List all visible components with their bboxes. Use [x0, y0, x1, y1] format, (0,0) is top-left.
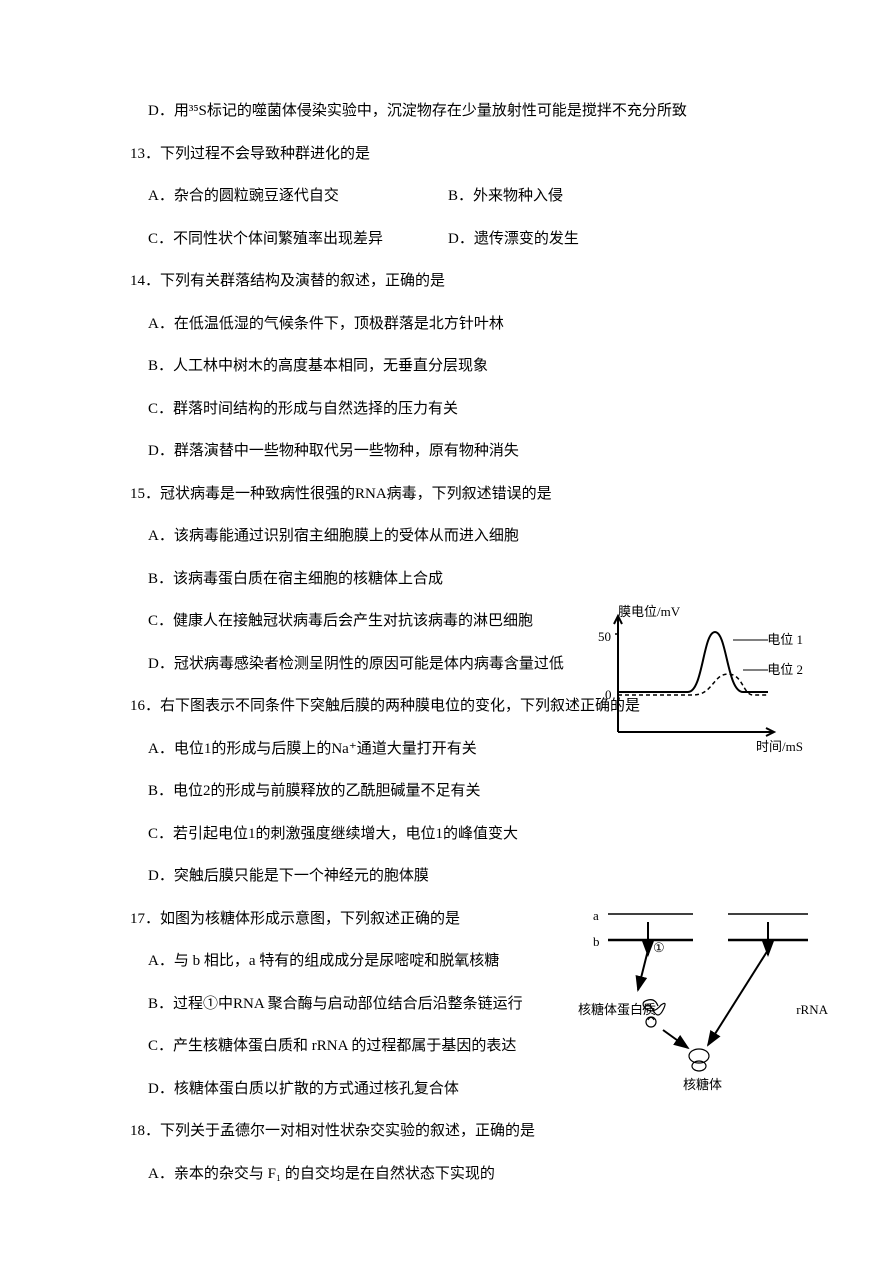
q13-option-b: B．外来物种入侵	[448, 185, 783, 208]
diagram-label-protein: 核糖体蛋白质	[578, 1000, 656, 1020]
q14-option-a: A．在低温低湿的气候条件下，顶极群落是北方针叶林	[130, 313, 783, 336]
q14-option-c: C．群落时间结构的形成与自然选择的压力有关	[130, 398, 783, 421]
q17-diagram: a b ① 核糖体蛋白质 rRNA 核糖体	[573, 900, 823, 1100]
chart-ylabel: 膜电位/mV	[618, 602, 680, 622]
q12-option-d: D．用³⁵S标记的噬菌体侵染实验中，沉淀物存在少量放射性可能是搅拌不充分所致	[130, 100, 783, 123]
chart-ytick-0: 0	[605, 685, 612, 705]
q16-option-c: C．若引起电位1的刺激强度继续增大，电位1的峰值变大	[130, 823, 783, 846]
arrow-5	[663, 1030, 688, 1048]
q16-chart: 膜电位/mV 50 0 时间/mS 电位 1 电位 2	[593, 612, 793, 752]
arrow-2	[638, 950, 648, 990]
q15-title: 15．冠状病毒是一种致病性很强的RNA病毒，下列叙述错误的是	[130, 483, 783, 506]
q15-option-b: B．该病毒蛋白质在宿主细胞的核糖体上合成	[130, 568, 783, 591]
diagram-label-circle1: ①	[653, 938, 665, 958]
q18-title: 18．下列关于孟德尔一对相对性状杂交实验的叙述，正确的是	[130, 1120, 783, 1143]
chart-series1-label: 电位 1	[767, 630, 803, 650]
ribosome-icon	[689, 1049, 709, 1071]
series1-line	[618, 632, 768, 692]
q18-option-a: A．亲本的杂交与 F₁ 的自交均是在自然状态下实现的	[130, 1163, 783, 1186]
chart-svg	[593, 612, 793, 752]
chart-ytick-50: 50	[598, 627, 611, 647]
q16-option-b: B．电位2的形成与前膜释放的乙酰胆碱量不足有关	[130, 780, 783, 803]
q14-title: 14．下列有关群落结构及演替的叙述，正确的是	[130, 270, 783, 293]
q15-option-a: A．该病毒能通过识别宿主细胞膜上的受体从而进入细胞	[130, 525, 783, 548]
diagram-label-a: a	[593, 906, 599, 926]
diagram-label-rrna: rRNA	[796, 1000, 828, 1020]
diagram-label-ribosome: 核糖体	[683, 1075, 722, 1095]
arrow-4	[708, 950, 768, 1045]
chart-series2-label: 电位 2	[767, 660, 803, 680]
diagram-label-b: b	[593, 932, 600, 952]
q13-title: 13．下列过程不会导致种群进化的是	[130, 143, 783, 166]
q13-option-c: C．不同性状个体间繁殖率出现差异	[130, 228, 448, 251]
q13-option-d: D．遗传漂变的发生	[448, 228, 783, 251]
q13-option-a: A．杂合的圆粒豌豆逐代自交	[130, 185, 448, 208]
q16-option-d: D．突触后膜只能是下一个神经元的胞体膜	[130, 865, 783, 888]
chart-xlabel: 时间/mS	[756, 737, 803, 757]
q14-option-b: B．人工林中树木的高度基本相同，无垂直分层现象	[130, 355, 783, 378]
q14-option-d: D．群落演替中一些物种取代另一些物种，原有物种消失	[130, 440, 783, 463]
